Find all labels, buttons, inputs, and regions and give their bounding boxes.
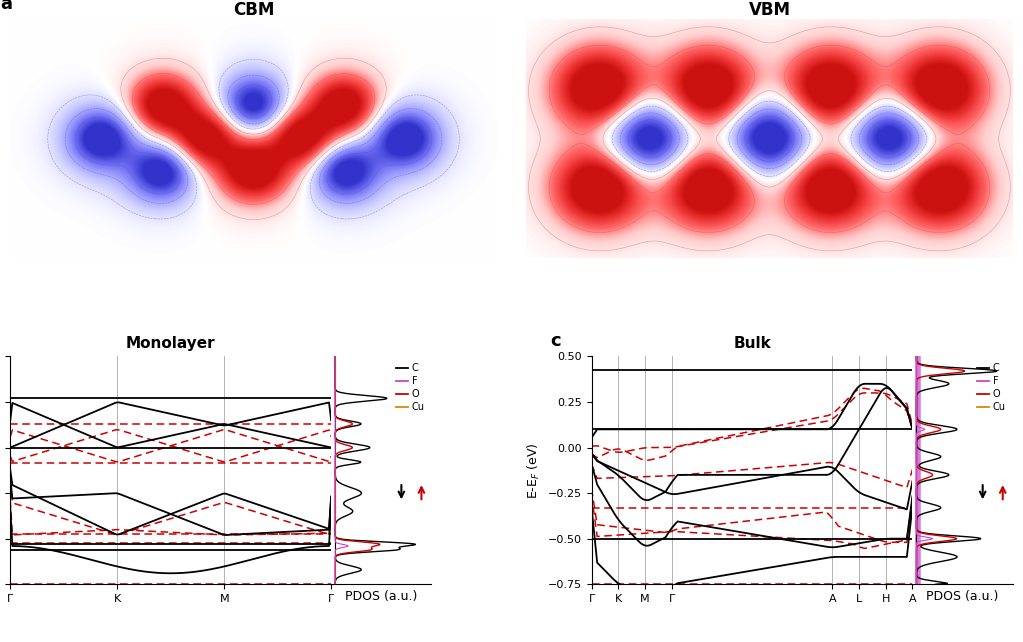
X-axis label: PDOS (a.u.): PDOS (a.u.) <box>927 590 998 603</box>
Legend: C, F, O, Cu: C, F, O, Cu <box>394 361 427 414</box>
Title: CBM: CBM <box>233 1 274 19</box>
Legend: C, F, O, Cu: C, F, O, Cu <box>976 361 1008 414</box>
Text: a: a <box>0 0 12 13</box>
Text: c: c <box>550 332 562 350</box>
X-axis label: PDOS (a.u.): PDOS (a.u.) <box>345 590 417 603</box>
Title: Monolayer: Monolayer <box>126 336 216 351</box>
Title: Bulk: Bulk <box>733 336 771 351</box>
Y-axis label: E-E$_F$ (eV): E-E$_F$ (eV) <box>526 442 542 499</box>
Title: VBM: VBM <box>749 1 791 19</box>
